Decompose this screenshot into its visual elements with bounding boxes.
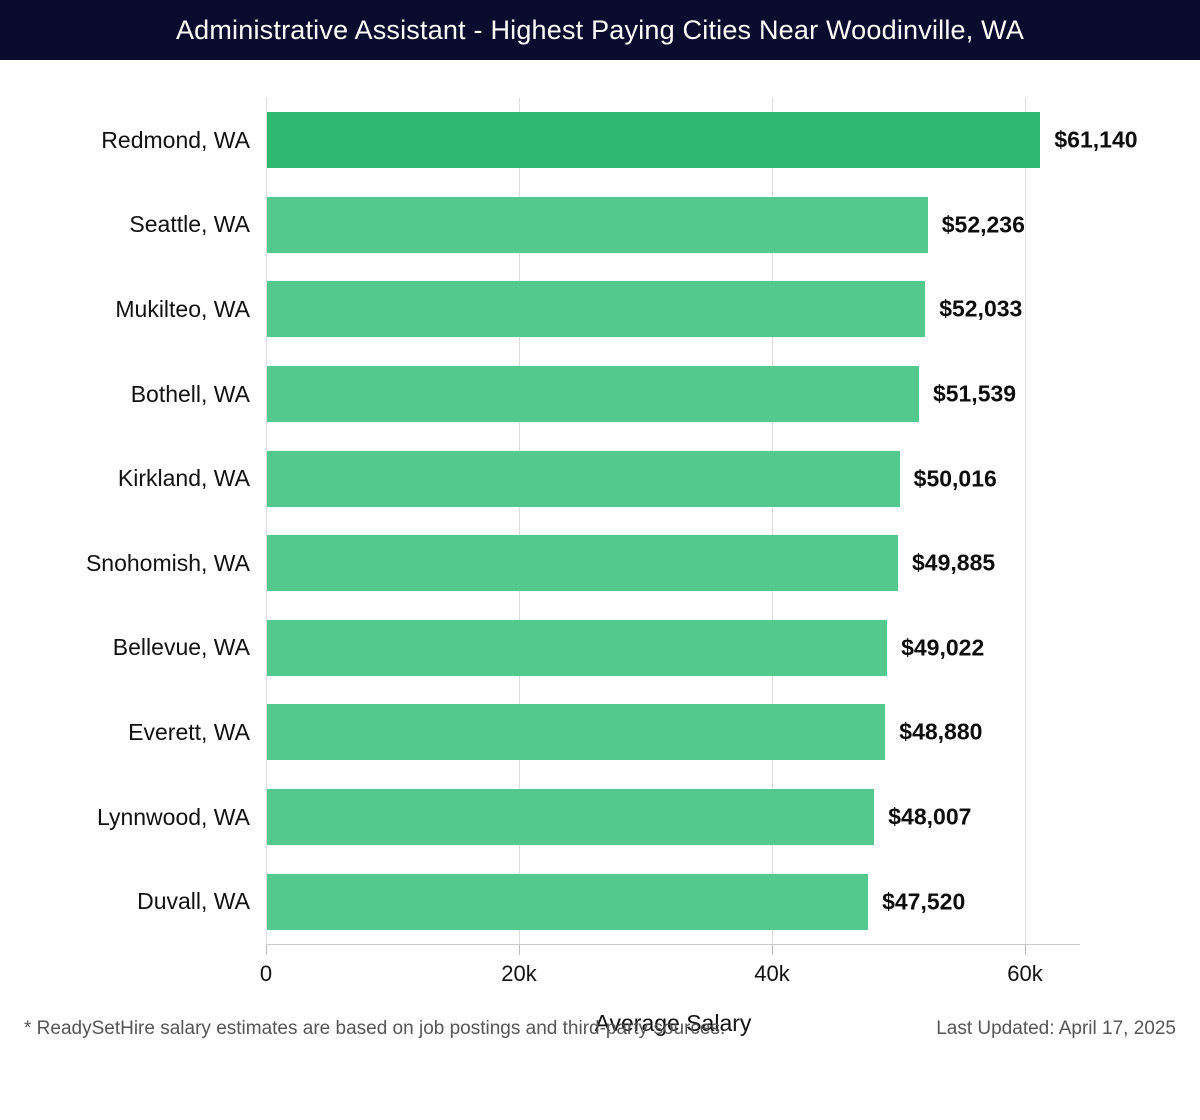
value-label: $52,236: [941, 211, 1025, 238]
bar: [267, 281, 926, 338]
bar: [267, 704, 886, 761]
bar-track: $52,236: [266, 183, 1200, 268]
bar-track: $61,140: [266, 98, 1200, 183]
x-tick-label: 40k: [754, 961, 790, 986]
x-tick: [1024, 945, 1026, 955]
footer: * ReadySetHire salary estimates are base…: [0, 1018, 1200, 1040]
title-bar: Administrative Assistant - Highest Payin…: [0, 0, 1200, 60]
gridline: [771, 98, 773, 944]
value-label: $47,520: [882, 888, 966, 915]
bar-row: Duvall, WA $47,520: [0, 859, 1200, 944]
x-tick: [266, 945, 267, 955]
category-label: Snohomish, WA: [85, 549, 250, 576]
bar-row: Bothell, WA $51,539: [0, 352, 1200, 437]
bar: [267, 535, 899, 592]
value-label: $61,140: [1054, 126, 1138, 153]
gridline: [1024, 98, 1026, 944]
x-tick-label: 60k: [1007, 961, 1043, 986]
value-label: $48,007: [888, 803, 972, 830]
value-label: $48,880: [899, 718, 983, 745]
value-label: $51,539: [932, 380, 1017, 407]
bar-track: $48,880: [266, 690, 1200, 775]
bar-track: $52,033: [266, 267, 1200, 352]
bar-row: Mukilteo, WA $52,033: [0, 267, 1200, 352]
value-label: $50,016: [913, 465, 997, 492]
bar-track: $51,539: [266, 352, 1200, 437]
bar-rows: Redmond, WA $61,140 Seattle, WA $52,236 Muki…: [0, 98, 1200, 944]
x-axis: 0 20k 40k 60k: [260, 944, 1080, 1000]
bar-row: Bellevue, WA $49,022: [0, 606, 1200, 691]
bar-row: Kirkland, WA $50,016: [0, 436, 1200, 521]
bar: [267, 450, 900, 507]
bar-row: Snohomish, WA $49,885: [0, 521, 1200, 606]
value-label: $52,033: [939, 295, 1023, 322]
category-label: Bellevue, WA: [112, 634, 250, 661]
x-tick: [518, 945, 520, 955]
bar: [267, 112, 1041, 169]
category-label: Redmond, WA: [101, 126, 250, 153]
x-axis-title: Average Salary: [594, 1010, 752, 1036]
footer-note: * ReadySetHire salary estimates are base…: [24, 1018, 726, 1039]
gridline: [518, 98, 520, 944]
category-label: Seattle, WA: [129, 211, 250, 238]
category-label: Kirkland, WA: [117, 465, 250, 492]
x-tick: [771, 945, 773, 955]
category-label: Mukilteo, WA: [115, 295, 250, 322]
bar-row: Lynnwood, WA $48,007: [0, 775, 1200, 860]
x-tick-label: 20k: [501, 961, 537, 986]
chart-title: Administrative Assistant - Highest Payin…: [175, 14, 1025, 45]
bar: [267, 196, 928, 253]
value-label: $49,885: [912, 549, 996, 576]
plot-area: [266, 98, 1080, 944]
value-label: $49,022: [901, 634, 985, 661]
bar: [267, 789, 875, 846]
bar: [267, 619, 888, 676]
x-tick-label: 0: [259, 961, 273, 986]
footer-last-updated: Last Updated: April 17, 2025: [936, 1018, 1176, 1039]
category-label: Lynnwood, WA: [97, 803, 250, 830]
bar-row: Everett, WA $48,880: [0, 690, 1200, 775]
bar-track: $48,007: [266, 775, 1200, 860]
category-label: Bothell, WA: [130, 380, 250, 407]
bar-track: $49,022: [266, 606, 1200, 691]
bar: [267, 873, 869, 930]
bar-row: Seattle, WA $52,236: [0, 183, 1200, 268]
bar-row: Redmond, WA $61,140: [0, 98, 1200, 183]
bar-chart: Redmond, WA $61,140 Seattle, WA $52,236 Muki…: [0, 60, 1200, 1120]
bar-track: $47,520: [266, 859, 1200, 944]
bar: [267, 366, 919, 423]
bar-track: $49,885: [266, 521, 1200, 606]
category-label: Duvall, WA: [137, 888, 250, 915]
category-label: Everett, WA: [128, 718, 250, 745]
gridline: [266, 98, 267, 944]
bar-track: $50,016: [266, 436, 1200, 521]
